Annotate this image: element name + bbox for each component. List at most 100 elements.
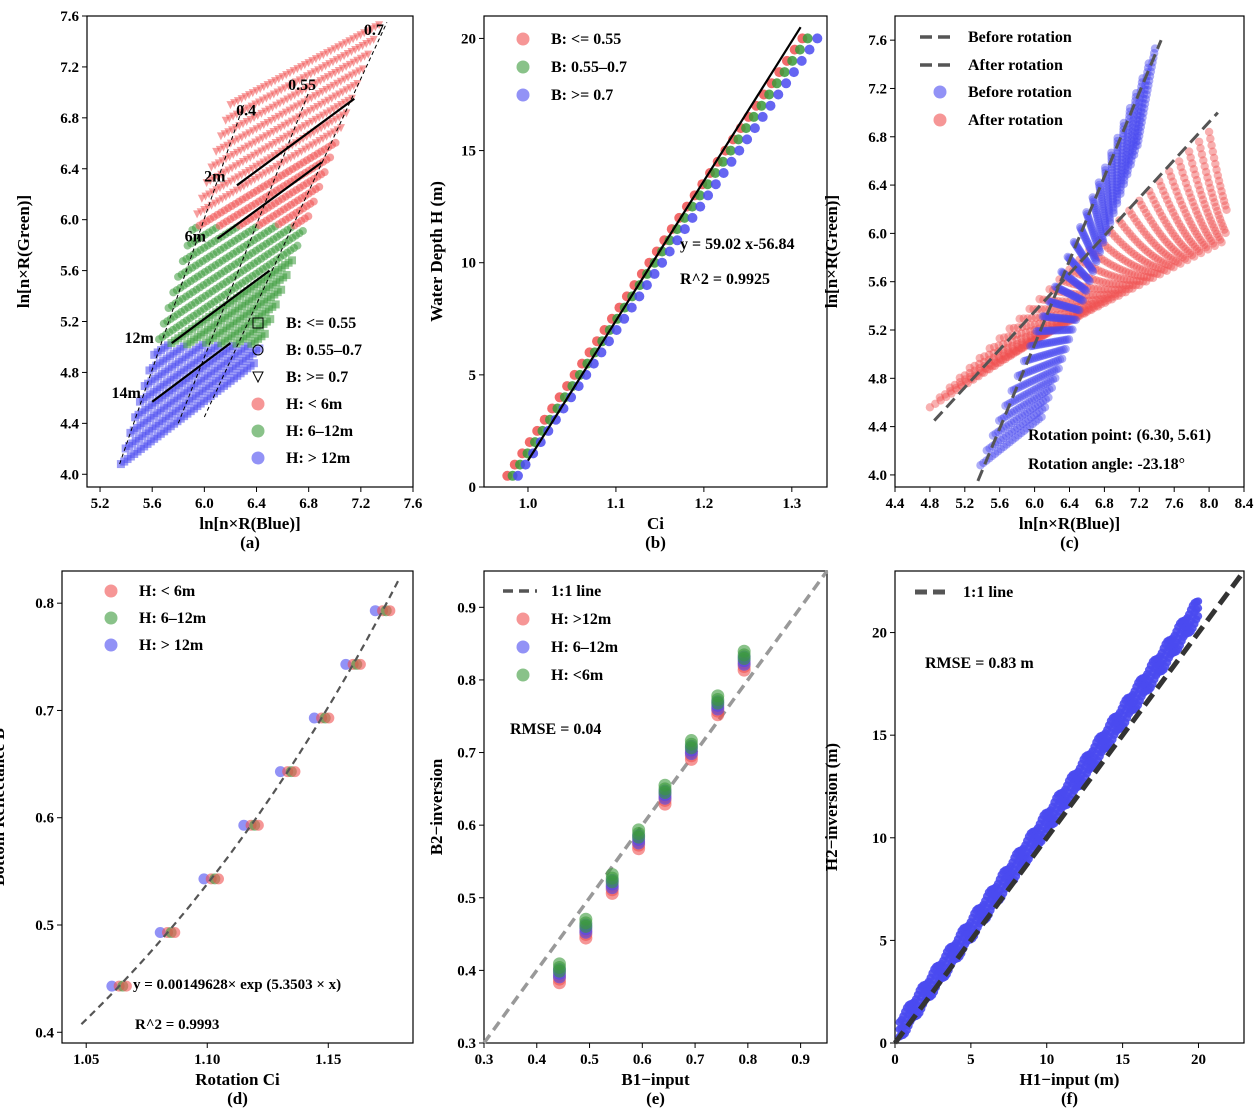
data-point <box>1147 268 1156 277</box>
data-point <box>1194 137 1204 146</box>
data-point <box>1217 238 1226 247</box>
data-point <box>1044 312 1054 322</box>
y-tick-label: 7.6 <box>868 33 887 49</box>
data-point <box>1045 368 1054 377</box>
data-point <box>1187 220 1196 229</box>
data-point <box>1031 402 1040 411</box>
data-point <box>1025 304 1034 314</box>
data-point <box>1056 300 1065 310</box>
data-point <box>1092 299 1101 308</box>
data-point <box>960 371 969 380</box>
data-point <box>1171 256 1180 266</box>
fit-line <box>527 26 802 462</box>
data-point <box>1217 187 1226 196</box>
data-point <box>1159 265 1169 275</box>
data-point <box>1029 375 1039 385</box>
data-point <box>1038 361 1048 371</box>
data-point <box>1069 304 1078 313</box>
data-point <box>1117 165 1126 175</box>
data-point <box>1131 123 1140 132</box>
data-point <box>1201 243 1211 252</box>
panel-d: 1.05 1.10 1.15 0.4 0.5 0.6 0.7 0.8 Rotation Ci Bo… <box>0 570 414 1108</box>
plot-frame <box>86 15 414 488</box>
legend-marker <box>252 371 264 384</box>
data-point <box>1172 215 1182 225</box>
data-point <box>1196 235 1205 245</box>
data-point <box>1070 289 1080 299</box>
data-point <box>1052 313 1062 323</box>
data-point <box>1064 325 1074 334</box>
data-point <box>1206 183 1215 193</box>
data-point <box>1088 275 1097 284</box>
data-point <box>1039 351 1049 360</box>
data-point <box>1053 347 1062 356</box>
data-point <box>1011 433 1020 442</box>
data-point <box>657 246 668 257</box>
data-point <box>579 912 593 926</box>
data-point <box>1102 184 1112 193</box>
data-point <box>737 644 751 658</box>
annotation: 0.4 <box>236 102 256 119</box>
data-point <box>1214 210 1223 220</box>
y-tick-label: 20 <box>872 626 887 642</box>
data-point <box>632 823 646 837</box>
data-point <box>1124 245 1133 254</box>
data-point <box>1137 82 1146 91</box>
data-point <box>1137 102 1146 112</box>
y-tick-label: 4.4 <box>60 416 79 432</box>
data-point <box>1091 206 1100 215</box>
data-point <box>1061 318 1071 328</box>
data-point <box>1080 296 1090 306</box>
data-point <box>1099 297 1109 306</box>
data-point <box>1205 212 1214 221</box>
data-point <box>1184 235 1194 244</box>
data-point <box>1079 269 1088 279</box>
panel-c: 4.4 4.8 5.2 5.6 6.0 6.4 6.8 7.2 7.6 8.0 8.4 4.0 4.4 4… <box>822 15 1254 552</box>
legend-marker <box>251 424 265 438</box>
data-point <box>353 80 362 89</box>
data-point <box>1116 274 1125 283</box>
data-point <box>1199 156 1208 165</box>
y-tick-label: 4.8 <box>868 371 887 387</box>
data-point <box>1162 266 1171 275</box>
x-tick-label: 1.1 <box>607 496 626 512</box>
data-point <box>1085 245 1094 255</box>
y-tick-label: 7.6 <box>60 9 79 25</box>
data-point <box>1086 264 1096 273</box>
data-point <box>975 359 984 369</box>
data-point <box>1040 328 1050 337</box>
data-point <box>1143 258 1152 268</box>
data-point <box>1072 302 1081 312</box>
data-point <box>1029 354 1039 363</box>
data-point <box>1124 258 1133 267</box>
data-point <box>1048 338 1057 347</box>
data-point <box>1122 150 1131 160</box>
data-point <box>1180 173 1189 183</box>
data-point <box>979 368 989 377</box>
data-point <box>369 35 378 44</box>
data-point <box>1221 201 1230 210</box>
data-point <box>1034 415 1043 424</box>
data-point <box>1003 343 1012 353</box>
data-point <box>985 344 994 353</box>
data-point <box>773 89 784 100</box>
data-point <box>1109 248 1119 257</box>
x-tick-label: 7.6 <box>404 496 423 512</box>
data-point <box>1029 385 1039 395</box>
legend-item: B: <= 0.55 <box>252 315 356 332</box>
data-point <box>1177 200 1187 210</box>
data-point <box>931 399 940 409</box>
data-point <box>1118 280 1127 290</box>
data-point <box>1046 338 1055 347</box>
data-point <box>1008 341 1017 351</box>
data-point <box>1135 253 1144 263</box>
data-point <box>1128 281 1137 290</box>
data-point <box>1079 231 1089 240</box>
legend-label: H: < 6m <box>286 396 343 413</box>
data-point <box>1183 246 1192 256</box>
data-point <box>1075 294 1085 304</box>
data-point <box>1142 273 1152 282</box>
legend-label: H: > 12m <box>139 637 204 654</box>
data-point <box>1155 270 1165 279</box>
data-point <box>1097 231 1106 241</box>
